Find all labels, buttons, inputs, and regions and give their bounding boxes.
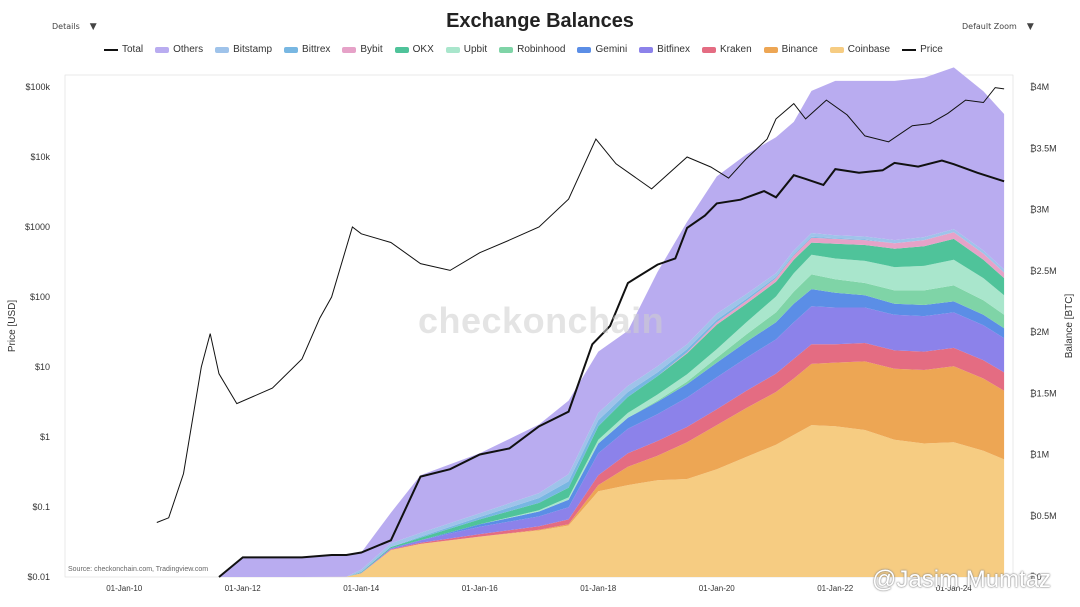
legend-label: Binance: [781, 44, 818, 55]
x-tick-label: 01-Jan-22: [817, 584, 854, 593]
balance-tick-label: ₿1M: [1030, 450, 1049, 460]
legend-item-binance[interactable]: Binance: [763, 44, 818, 55]
details-dropdown-label: Details: [52, 22, 80, 31]
legend-item-price[interactable]: Price: [902, 44, 943, 55]
legend-item-bitstamp[interactable]: Bitstamp: [215, 44, 272, 55]
author-watermark: @Jasim Mumtaz: [872, 566, 1052, 593]
legend-item-gemini[interactable]: Gemini: [577, 44, 627, 55]
area-gemini: [219, 289, 1005, 577]
y-axis-title-right: Balance [BTC]: [1064, 294, 1075, 359]
x-tick-label: 01-Jan-10: [106, 584, 143, 593]
area-kraken: [219, 343, 1005, 577]
x-tick-label: 01-Jan-14: [343, 584, 380, 593]
legend-swatch: [342, 46, 357, 53]
balance-tick-label: ₿3M: [1030, 205, 1049, 215]
balance-tick-label: ₿0.5M: [1030, 511, 1057, 521]
area-upbit: [219, 254, 1005, 578]
x-tick-label: 01-Jan-20: [699, 584, 736, 593]
balance-tick-label: ₿1.5M: [1030, 388, 1057, 398]
x-tick-label: 01-Jan-18: [580, 584, 617, 593]
chart-title: Exchange Balances: [446, 10, 634, 32]
legend-label: Upbit: [463, 44, 488, 55]
legend-swatch: [284, 46, 299, 53]
legend-swatch: [155, 46, 170, 53]
balance-tick-label: ₿0: [1030, 572, 1042, 582]
legend-item-okx[interactable]: OKX: [394, 44, 434, 55]
price-tick-label: $100k: [25, 82, 50, 92]
legend-item-kraken[interactable]: Kraken: [701, 44, 752, 55]
x-tick-label: 01-Jan-12: [225, 584, 262, 593]
price-tick-label: $0.1: [32, 502, 50, 512]
balance-tick-label: ₿2M: [1030, 327, 1049, 337]
legend-swatch: [577, 46, 592, 53]
area-others: [219, 67, 1005, 578]
x-tick-label: 01-Jan-24: [936, 584, 973, 593]
zoom-dropdown[interactable]: Default Zoom ▼: [962, 22, 1034, 32]
total-balance-line: [218, 159, 1005, 578]
balance-tick-label: ₿4M: [1030, 82, 1049, 92]
balance-tick-label: ₿2.5M: [1030, 266, 1057, 276]
price-tick-label: $0.01: [27, 572, 50, 582]
legend-swatch: [902, 48, 917, 51]
price-tick-label: $1000: [25, 222, 50, 232]
area-bitstamp: [219, 229, 1005, 577]
legend-swatch: [639, 46, 654, 53]
legend-item-coinbase[interactable]: Coinbase: [829, 44, 891, 55]
legend-label: OKX: [412, 44, 434, 55]
legend-swatch: [445, 46, 460, 53]
legend-item-robinhood[interactable]: Robinhood: [499, 44, 565, 55]
area-binance: [219, 361, 1005, 577]
area-coinbase: [219, 425, 1005, 577]
legend-swatch: [763, 46, 778, 53]
y-axis-title-left: Price [USD]: [7, 300, 18, 352]
area-robinhood: [219, 274, 1005, 577]
legend-label: Gemini: [595, 44, 628, 55]
price-tick-label: $10: [35, 362, 50, 372]
price-tick-label: $10k: [30, 152, 50, 162]
legend-swatch: [215, 46, 230, 53]
legend-item-bitfinex[interactable]: Bitfinex: [639, 44, 690, 55]
chart-legend: Total Others Bitstamp Bittrex Bybit OKX Upbit R…: [104, 44, 943, 55]
legend-label: Bittrex: [302, 44, 331, 55]
price-tick-label: $100: [30, 292, 50, 302]
price-line: [156, 87, 1005, 523]
chevron-down-icon: ▼: [1026, 22, 1034, 32]
legend-swatch: [104, 48, 118, 51]
legend-label: Bitstamp: [233, 44, 273, 55]
price-tick-label: $1: [40, 432, 50, 442]
area-bitfinex: [219, 306, 1005, 577]
legend-label: Total: [122, 44, 144, 55]
legend-label: Kraken: [719, 44, 752, 55]
source-note: Source: checkonchain.com, Tradingview.co…: [68, 566, 209, 573]
legend-label: Robinhood: [517, 44, 566, 55]
legend-swatch: [701, 46, 716, 53]
legend-swatch: [499, 46, 514, 53]
zoom-dropdown-label: Default Zoom: [962, 22, 1017, 31]
legend-swatch: [394, 46, 409, 53]
legend-label: Bitfinex: [657, 44, 690, 55]
legend-label: Coinbase: [847, 44, 891, 55]
legend-label: Others: [173, 44, 204, 55]
legend-item-bittrex[interactable]: Bittrex: [284, 44, 330, 55]
legend-label: Bybit: [360, 44, 383, 55]
legend-item-bybit[interactable]: Bybit: [342, 44, 383, 55]
chevron-down-icon: ▼: [89, 22, 97, 32]
legend-item-upbit[interactable]: Upbit: [445, 44, 488, 55]
legend-item-total[interactable]: Total: [104, 44, 143, 55]
watermark-text: checkonchain: [418, 300, 665, 341]
legend-label: Price: [920, 44, 943, 55]
legend-item-others[interactable]: Others: [155, 44, 203, 55]
details-dropdown[interactable]: Details ▼: [52, 22, 97, 32]
legend-swatch: [829, 46, 844, 53]
balance-tick-label: ₿3.5M: [1030, 143, 1057, 153]
x-tick-label: 01-Jan-16: [462, 584, 499, 593]
